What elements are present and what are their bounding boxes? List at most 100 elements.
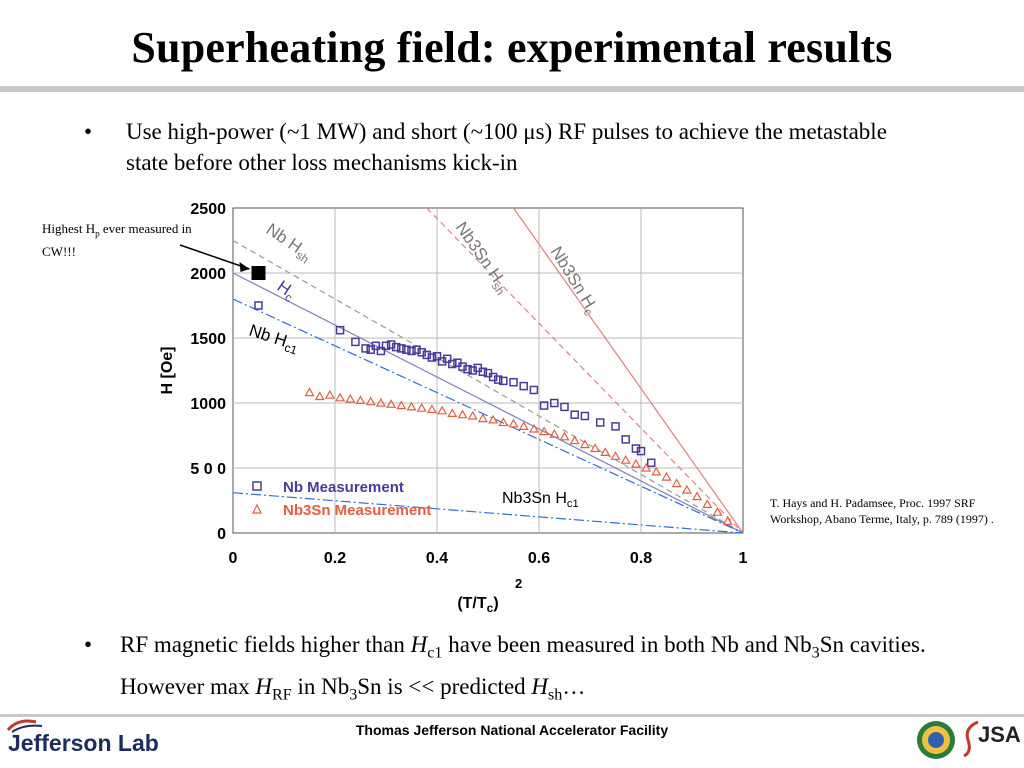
nb-data-point [468,366,477,375]
nb3sn-data-point [702,499,713,508]
highest-hp-point [251,266,266,280]
nb3sn-data-point [559,431,570,441]
x-tick-label: 0.6 [528,550,550,567]
page-title: Superheating field: experimental results [131,23,893,72]
nb-data-point [636,446,646,456]
bullet-dot: • [84,632,93,657]
nb-data-point [621,435,630,444]
nb3sn-data-point [600,447,611,456]
nb-data-point [407,346,416,356]
note-post: ever measured in CW!!! [42,221,192,259]
nb-data-point [254,301,263,310]
nb3sn-data-point [396,400,407,410]
reference-line [232,492,744,534]
nb3sn-data-point [671,478,682,488]
nb-data-point [376,346,386,356]
bullet-1-text: Use high-power (~1 MW) and short (~100 μ… [126,119,887,175]
b2-h2-sub: RF [272,686,292,704]
nb3sn-data-point [630,458,641,468]
nb3sn-data-point [457,409,468,419]
nb-data-point [560,402,569,412]
nb-data-point [539,401,549,410]
nb3sn-data-point [467,410,478,420]
nb3sn-data-point [651,466,662,476]
nb3sn-data-point [712,506,723,516]
nb3sn-data-point [539,426,550,436]
nb3sn-data-point [620,454,631,464]
reference-line [232,272,744,534]
nb-data-point [397,344,406,353]
y-tick-label: 1000 [190,396,226,413]
b2-seg4: in Nb [291,673,350,699]
nb3sn-data-point [335,392,346,402]
nb3sn-data-point [345,393,356,403]
y-tick-label: 5 0 0 [190,461,226,478]
nb3sn-data-point [661,471,672,481]
nb3sn-data-point [447,408,458,417]
y-tick-label: 2500 [190,201,226,218]
nb3sn-data-point [692,491,703,501]
nb-data-point [422,350,432,360]
reference-line [513,207,744,534]
legend-marker [252,503,262,514]
b2-h2: H [255,673,273,699]
b2-seg3: Sn cavities. However max [120,632,926,699]
b2-seg6: … [562,673,586,699]
nb-data-point [386,340,396,349]
b2-h3-sub: sh [548,686,563,704]
legend-label: Nb Measurement [283,479,404,496]
nb-data-point [631,444,641,453]
nb-data-point [580,411,590,421]
nb-data-point [442,354,452,364]
reference-line [426,207,744,534]
nb-data-point [488,372,498,382]
nb-data-point [448,359,457,369]
nb3sn-data-point [569,435,580,445]
nb-data-point [412,345,421,354]
nb-data-point [611,422,620,431]
note-sub: p [95,228,100,239]
x-tick-label: 0.8 [630,550,652,567]
jefferson-lab-swoosh-icon [6,719,43,733]
nb-data-point [371,341,381,351]
nb-data-point [570,410,579,419]
nb3sn-data-point [355,395,366,404]
nb-data-point [351,337,360,347]
jefferson-lab-logo: Jefferson Lab [8,730,159,756]
reference-line [232,298,744,534]
nb3sn-data-point [314,391,325,401]
nb3sn-data-point [528,423,539,433]
annotation-arrow-head [239,262,250,272]
nb3sn-data-point [416,402,427,412]
nb3sn-data-point [437,405,448,415]
nb-data-point [361,344,370,353]
b2-nb-sub2: 3 [349,686,358,704]
b2-h1: H [410,632,428,657]
nb3sn-data-point [518,421,529,430]
b2-h1-sub: c1 [427,644,443,662]
footer-divider [0,714,1024,717]
nb3sn-data-point [681,484,692,494]
nb-data-point [595,418,605,427]
plot-frame [232,207,744,534]
nb-data-point [391,342,401,352]
x-axis-label-exponent: 2 [515,576,522,591]
note-pre: Highest H [42,221,96,236]
x-axis-label: (T/Tc) [457,595,498,615]
nb-data-point [478,367,488,377]
x-tick-label: 0.4 [426,550,448,567]
nb-data-point [417,348,426,357]
b2-seg2: have been measured in both Nb and Nb [442,632,812,657]
y-tick-label: 1500 [190,331,226,348]
nb3sn-data-point [406,401,417,411]
nb3sn-data-point [610,451,621,460]
nb3sn-data-point [426,404,437,414]
y-tick-label: 0 [217,526,226,543]
nb3sn-data-point [549,428,560,438]
line-label: Nb3Sn Hc1 [502,490,579,510]
bullet-dot: • [84,119,93,144]
nb-data-point [432,351,442,361]
legend-label: Nb3Sn Measurement [283,502,431,519]
x-tick-label: 1 [739,550,748,567]
footer-organization: Thomas Jefferson National Accelerator Fa… [355,722,669,738]
